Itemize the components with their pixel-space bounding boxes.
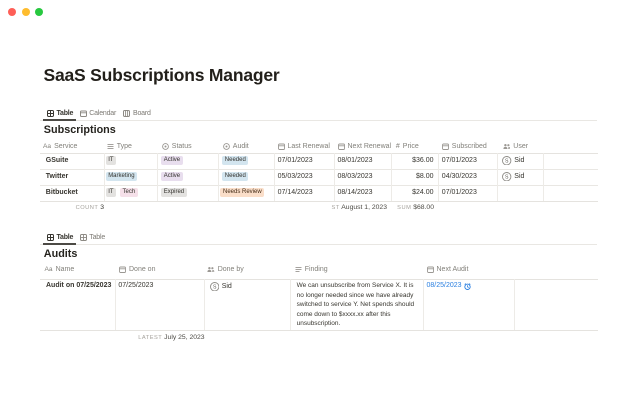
svg-text:S: S — [213, 284, 217, 290]
svg-text:S: S — [505, 158, 509, 164]
svg-text:S: S — [505, 174, 509, 180]
